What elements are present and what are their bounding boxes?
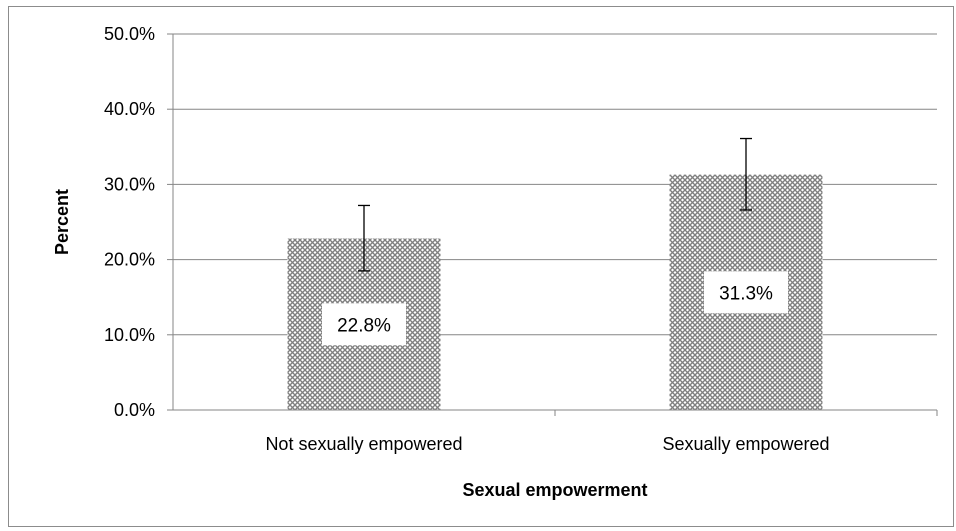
x-axis-title: Sexual empowerment <box>462 480 647 500</box>
data-label: 31.3% <box>719 283 773 304</box>
x-category-label: Sexually empowered <box>662 434 829 454</box>
y-tick-label: 40.0% <box>104 99 155 119</box>
y-tick-label: 10.0% <box>104 325 155 345</box>
y-axis-title: Percent <box>52 189 72 255</box>
data-label-box <box>322 303 406 346</box>
y-tick-label: 0.0% <box>114 400 155 420</box>
x-category-label: Not sexually empowered <box>265 434 462 454</box>
y-tick-label: 30.0% <box>104 174 155 194</box>
y-tick-label: 50.0% <box>104 24 155 44</box>
y-tick-label: 20.0% <box>104 250 155 270</box>
data-label: 22.8% <box>337 315 391 336</box>
data-label-box <box>704 271 788 314</box>
